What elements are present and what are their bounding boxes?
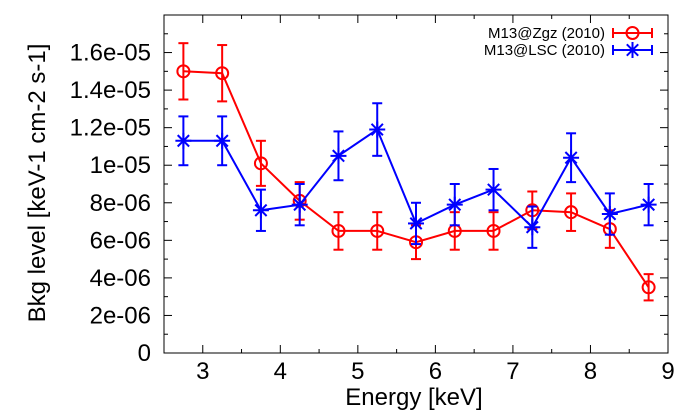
star-stroke	[293, 198, 307, 212]
star-stroke	[564, 151, 578, 165]
y-axis-label: Bkg level [keV-1 cm-2 s-1]	[24, 44, 51, 323]
error-bar	[643, 273, 654, 302]
y-tick-label: 2e-06	[90, 302, 151, 329]
data-point	[640, 196, 657, 213]
star-stroke	[409, 217, 423, 230]
star-stroke	[626, 43, 639, 57]
series-zgz	[176, 42, 656, 302]
data-point	[330, 147, 347, 164]
x-tick-label: 6	[429, 358, 442, 385]
legend-swatch	[612, 28, 653, 38]
series-lsc	[175, 102, 657, 249]
data-point	[485, 181, 502, 198]
error-bar	[333, 211, 344, 251]
star-stroke	[332, 149, 345, 163]
data-point	[331, 223, 346, 238]
y-tick-label: 0	[138, 340, 151, 367]
y-tick-label: 6e-06	[90, 227, 151, 254]
error-bar	[178, 42, 189, 101]
data-point	[369, 121, 386, 138]
legend-marker	[625, 26, 640, 40]
error-bar	[566, 192, 577, 232]
data-point	[215, 66, 230, 81]
y-tick-label: 8e-06	[90, 190, 151, 217]
data-point	[253, 156, 268, 171]
legend-label: M13@Zgz (2010)	[488, 25, 605, 42]
plot-area-frame	[163, 14, 669, 354]
x-axis-label: Energy [keV]	[345, 384, 482, 411]
y-tick-label: 1.4e-05	[70, 77, 151, 104]
star-stroke	[642, 198, 656, 212]
x-tick-label: 9	[661, 358, 674, 385]
y-tick-label: 1.6e-05	[70, 40, 151, 67]
star-stroke	[603, 207, 617, 221]
data-point	[176, 64, 191, 79]
x-tick-label: 4	[274, 358, 287, 385]
star-stroke	[525, 220, 539, 234]
data-point	[446, 196, 463, 213]
error-bar	[372, 211, 383, 251]
data-point	[175, 132, 192, 149]
data-point	[524, 219, 541, 236]
x-tick-label: 3	[196, 358, 209, 385]
legend-item: M13@LSC (2010)	[484, 42, 653, 59]
x-tick-label: 5	[351, 358, 364, 385]
data-point	[563, 149, 580, 166]
star-stroke	[254, 203, 268, 217]
data-point	[601, 206, 618, 223]
data-point	[641, 280, 656, 295]
data-point	[291, 196, 308, 213]
data-point	[214, 132, 231, 149]
error-bar	[255, 139, 266, 187]
legend-marker	[624, 42, 641, 58]
legend-item: M13@Zgz (2010)	[488, 25, 653, 42]
error-bar	[488, 211, 499, 251]
x-tick-label: 7	[506, 358, 519, 385]
y-tick-label: 1e-05	[90, 152, 151, 179]
x-tick-label: 8	[584, 358, 597, 385]
y-tick-label: 4e-06	[90, 265, 151, 292]
star-stroke	[215, 134, 229, 148]
data-point	[370, 223, 385, 238]
data-point	[408, 215, 424, 232]
y-tick-label: 1.2e-05	[70, 115, 151, 142]
star-stroke	[487, 183, 500, 197]
legend-label: M13@LSC (2010)	[484, 42, 605, 59]
data-point	[252, 202, 269, 219]
data-point	[564, 205, 579, 220]
star-stroke	[176, 134, 190, 148]
star-stroke	[448, 198, 462, 212]
error-bar	[217, 44, 228, 103]
data-point	[486, 223, 501, 238]
star-stroke	[370, 123, 384, 136]
